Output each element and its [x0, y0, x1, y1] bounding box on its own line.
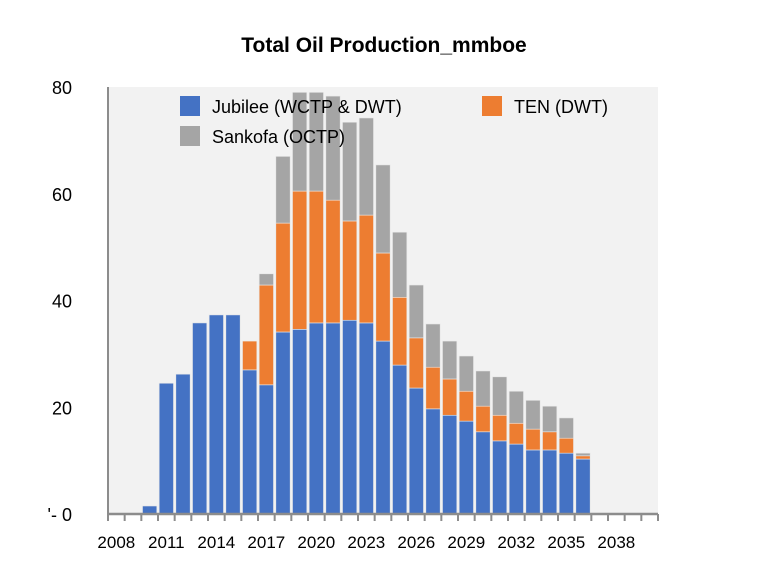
y-tick-label: 80 — [52, 78, 72, 98]
bar-2022-series-1 — [342, 220, 358, 321]
x-tick-label: 2038 — [597, 533, 635, 552]
bar-2028-series-1 — [442, 378, 458, 416]
bar-2024-series-2 — [375, 164, 391, 254]
legend-swatch-1 — [482, 96, 502, 116]
bar-2019-series-2 — [292, 92, 308, 192]
bar-2036-series-0 — [575, 458, 591, 515]
bar-2031-series-0 — [492, 440, 508, 515]
x-tick-label: 2029 — [447, 533, 485, 552]
bar-2026-series-0 — [408, 387, 424, 515]
bar-2027-series-1 — [425, 366, 441, 410]
bar-2017-series-1 — [258, 284, 274, 386]
bar-2033-series-0 — [525, 449, 541, 515]
bar-2029-series-2 — [458, 355, 474, 392]
x-tick-label: 2008 — [97, 533, 135, 552]
y-tick-label: 20 — [52, 398, 72, 418]
bar-2033-series-2 — [525, 400, 541, 430]
bar-2028-series-0 — [442, 414, 458, 515]
bar-2023-series-1 — [358, 214, 374, 324]
bar-2021-series-2 — [325, 95, 341, 201]
bar-2020-series-1 — [308, 190, 324, 324]
bar-2015-series-0 — [225, 314, 241, 515]
x-tick-label: 2011 — [148, 533, 185, 552]
bar-2027-series-0 — [425, 408, 441, 515]
bar-2030-series-0 — [475, 431, 491, 515]
bar-2032-series-0 — [508, 443, 524, 515]
bar-2026-series-2 — [408, 284, 424, 339]
bar-2016-series-1 — [242, 340, 258, 371]
bar-2012-series-0 — [175, 373, 191, 515]
x-tick-label: 2020 — [297, 533, 335, 552]
legend-swatch-0 — [180, 96, 200, 116]
bar-2024-series-1 — [375, 252, 391, 342]
bar-2022-series-2 — [342, 121, 358, 222]
bar-2035-series-0 — [558, 452, 574, 515]
y-tick-label: 60 — [52, 185, 72, 205]
bar-2035-series-1 — [558, 437, 574, 454]
legend-label-1: TEN (DWT) — [514, 97, 608, 117]
bar-2034-series-0 — [542, 449, 558, 515]
legend-label-2: Sankofa (OCTP) — [212, 127, 345, 147]
bar-2023-series-0 — [358, 322, 374, 515]
bar-2017-series-0 — [258, 384, 274, 515]
bar-2013-series-0 — [192, 322, 208, 515]
bar-2019-series-0 — [292, 329, 308, 515]
bar-2034-series-2 — [542, 405, 558, 433]
bar-2020-series-2 — [308, 92, 324, 192]
bar-2016-series-0 — [242, 369, 258, 515]
bar-2017-series-2 — [258, 273, 274, 286]
bar-2027-series-2 — [425, 323, 441, 368]
x-tick-label: 2032 — [497, 533, 535, 552]
bar-2026-series-1 — [408, 337, 424, 389]
bar-2014-series-0 — [208, 314, 224, 515]
x-tick-label: 2017 — [247, 533, 285, 552]
bar-2033-series-1 — [525, 428, 541, 451]
x-tick-label: 2023 — [347, 533, 385, 552]
bar-2011-series-0 — [158, 382, 174, 515]
bar-2021-series-0 — [325, 322, 341, 515]
bar-2031-series-2 — [492, 376, 508, 416]
legend-swatch-2 — [180, 126, 200, 146]
bar-2028-series-2 — [442, 340, 458, 380]
y-tick-label: '- 0 — [48, 505, 72, 525]
x-tick-label: 2026 — [397, 533, 435, 552]
x-tick-label: 2014 — [197, 533, 235, 552]
bar-2036-series-1 — [575, 455, 591, 460]
bar-2021-series-1 — [325, 199, 341, 324]
bar-2029-series-0 — [458, 420, 474, 515]
bar-2030-series-1 — [475, 405, 491, 433]
bar-2032-series-1 — [508, 422, 524, 445]
bar-2035-series-2 — [558, 417, 574, 439]
bar-2029-series-1 — [458, 390, 474, 422]
bar-2025-series-0 — [392, 364, 408, 515]
x-tick-label: 2035 — [547, 533, 585, 552]
bar-2018-series-0 — [275, 331, 291, 515]
chart-title: Total Oil Production_mmboe — [241, 34, 527, 57]
bar-2032-series-2 — [508, 390, 524, 424]
bar-2025-series-1 — [392, 296, 408, 366]
bar-2022-series-0 — [342, 319, 358, 515]
legend-label-0: Jubilee (WCTP & DWT) — [212, 97, 402, 117]
bar-2023-series-2 — [358, 117, 374, 216]
bar-2018-series-2 — [275, 156, 291, 224]
y-tick-label: 40 — [52, 292, 72, 312]
bar-2018-series-1 — [275, 222, 291, 333]
bar-2036-series-2 — [575, 452, 591, 457]
bar-2025-series-2 — [392, 231, 408, 298]
bar-2024-series-0 — [375, 340, 391, 515]
bar-2031-series-1 — [492, 414, 508, 442]
bar-2019-series-1 — [292, 190, 308, 330]
bar-2030-series-2 — [475, 370, 491, 407]
bar-2020-series-0 — [308, 322, 324, 515]
bar-2034-series-1 — [542, 431, 558, 451]
